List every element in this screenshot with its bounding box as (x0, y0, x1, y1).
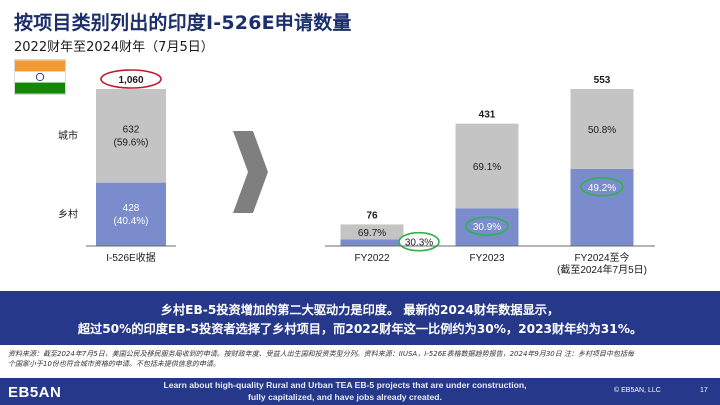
category-1: FY2023 (469, 253, 504, 264)
banner-line-1: 乡村EB-5投资增加的第二大驱动力是印度。 最新的2024财年数据显示， (160, 303, 560, 317)
total-2: 553 (594, 75, 611, 86)
total-1: 431 (479, 110, 496, 121)
bar-rural-2 (570, 168, 634, 246)
page-subtitle: 2022财年至2024财年（7月5日） (14, 40, 214, 55)
row-label-rural: 乡村 (58, 207, 78, 220)
copyright: © EB5AN, LLC (614, 387, 661, 394)
chevron-right-icon (233, 131, 268, 213)
total-0: 76 (366, 210, 378, 221)
footer-line-2: fully capitalized, and have jobs already… (248, 391, 442, 402)
label-rural-receipts: 428 (40.4%) (113, 203, 148, 227)
page-title: 按项目类别列出的印度I-526E申请数量 (14, 12, 352, 34)
bar-urban-1 (455, 123, 519, 209)
bar-rural-receipts (96, 182, 166, 246)
label-urban-0: 69.7% (358, 228, 386, 239)
eb5an-logo[interactable]: EB5AN (8, 384, 62, 401)
banner-line-2: 超过50%的印度EB-5投资者选择了乡村项目，而2022财年这一比例约为30%，… (77, 322, 643, 336)
category-receipts: I-526E收据 (106, 251, 155, 264)
category-2: FY2024至今(截至2024年7月5日) (557, 251, 647, 276)
highlight-circle-rural-1 (465, 216, 509, 237)
category-0: FY2022 (354, 253, 389, 264)
total-receipts: 1,060 (118, 75, 143, 86)
highlight-circle-rural-2 (580, 176, 624, 197)
label-rural-0: 30.3% (405, 238, 433, 249)
key-insight-banner: 乡村EB-5投资增加的第二大驱动力是印度。 最新的2024财年数据显示， 超过5… (0, 291, 720, 345)
bar-urban-2 (570, 89, 634, 169)
label-urban-1: 69.1% (473, 162, 501, 173)
footer-line-1: Learn about high-quality Rural and Urban… (163, 380, 527, 390)
bar-urban-receipts (96, 89, 166, 183)
highlight-circle-total (100, 69, 162, 89)
label-urban-receipts: 632 (59.6%) (113, 124, 148, 148)
label-rural-1: 30.9% (473, 222, 501, 233)
source-line-2: 个国家小于10份也符合城市资格的申请。不包括未提供信息的申请。 (8, 359, 220, 368)
page-number: 17 (700, 387, 708, 394)
bar-urban-0 (340, 224, 404, 240)
source-line-1: 资料来源：截至2024年7月5日，美国公民及移民服务局收到的申请。按财政年度、受… (8, 350, 634, 358)
source-note: 资料来源：截至2024年7月5日，美国公民及移民服务局收到的申请。按财政年度、受… (8, 350, 708, 369)
footer-bar: EB5AN Learn about high-quality Rural and… (0, 378, 720, 405)
footer-message: Learn about high-quality Rural and Urban… (110, 380, 580, 403)
label-urban-2: 50.8% (588, 125, 616, 136)
bar-rural-0 (340, 239, 404, 246)
label-rural-2: 49.2% (588, 183, 616, 194)
row-label-urban: 城市 (58, 129, 78, 142)
india-flag-icon (14, 59, 66, 95)
